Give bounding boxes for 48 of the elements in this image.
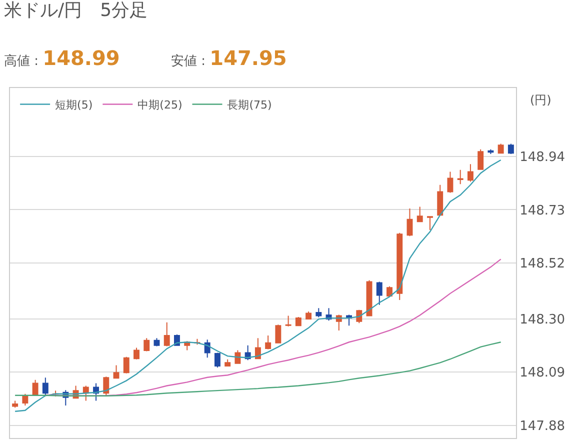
- legend-label: 長期(75): [227, 98, 272, 112]
- candlestick: [164, 322, 170, 347]
- y-tick-label: 148.09: [520, 366, 566, 381]
- candlestick: [406, 208, 413, 237]
- candlestick: [306, 310, 312, 320]
- line-series: [14, 342, 502, 396]
- line-series: [44, 258, 502, 396]
- legend-label: 中期(25): [138, 98, 182, 112]
- chart-title: 米ドル/円 5分足: [4, 0, 148, 21]
- candlestick: [386, 286, 392, 296]
- candlestick: [447, 171, 454, 194]
- candlestick: [144, 338, 150, 352]
- line-series: [14, 159, 502, 412]
- text: 高値 : 148.99: [4, 46, 120, 70]
- candlestick: [254, 338, 261, 360]
- candlestick: [12, 400, 18, 408]
- candlestick: [437, 184, 444, 216]
- candlestick: [316, 308, 322, 318]
- candlestick: [103, 376, 110, 396]
- legend-label: 短期(5): [55, 98, 93, 112]
- candlestick: [134, 347, 140, 360]
- candlestick: [285, 315, 292, 327]
- candlestick: [416, 206, 423, 222]
- candlestick: [32, 379, 38, 396]
- y-tick-label: 148.94: [520, 150, 566, 166]
- text: 安値 : 147.95: [171, 46, 287, 70]
- candlestick: [22, 393, 28, 406]
- candlestick: [376, 281, 382, 306]
- candlestick: [123, 356, 130, 374]
- candlestick: [498, 143, 504, 154]
- candlestick: [467, 164, 474, 182]
- candlestick: [396, 232, 403, 301]
- candlestick: [478, 148, 484, 170]
- candlestick: [224, 358, 231, 366]
- y-axis-title: (円): [530, 93, 552, 107]
- candlestick: [214, 352, 220, 368]
- y-tick-label: 148.73: [520, 203, 566, 218]
- candlestick: [427, 216, 433, 231]
- candlestick: [275, 324, 282, 344]
- candlestick: [265, 335, 272, 350]
- candlestick: [457, 169, 464, 185]
- candlestick: [42, 377, 48, 396]
- candlestick: [508, 143, 514, 154]
- candlestick: [113, 364, 120, 379]
- y-tick-label: 148.52: [520, 256, 566, 272]
- y-tick-label: 147.88: [520, 418, 566, 434]
- candlestick: [295, 316, 302, 326]
- y-tick-label: 148.30: [520, 312, 566, 328]
